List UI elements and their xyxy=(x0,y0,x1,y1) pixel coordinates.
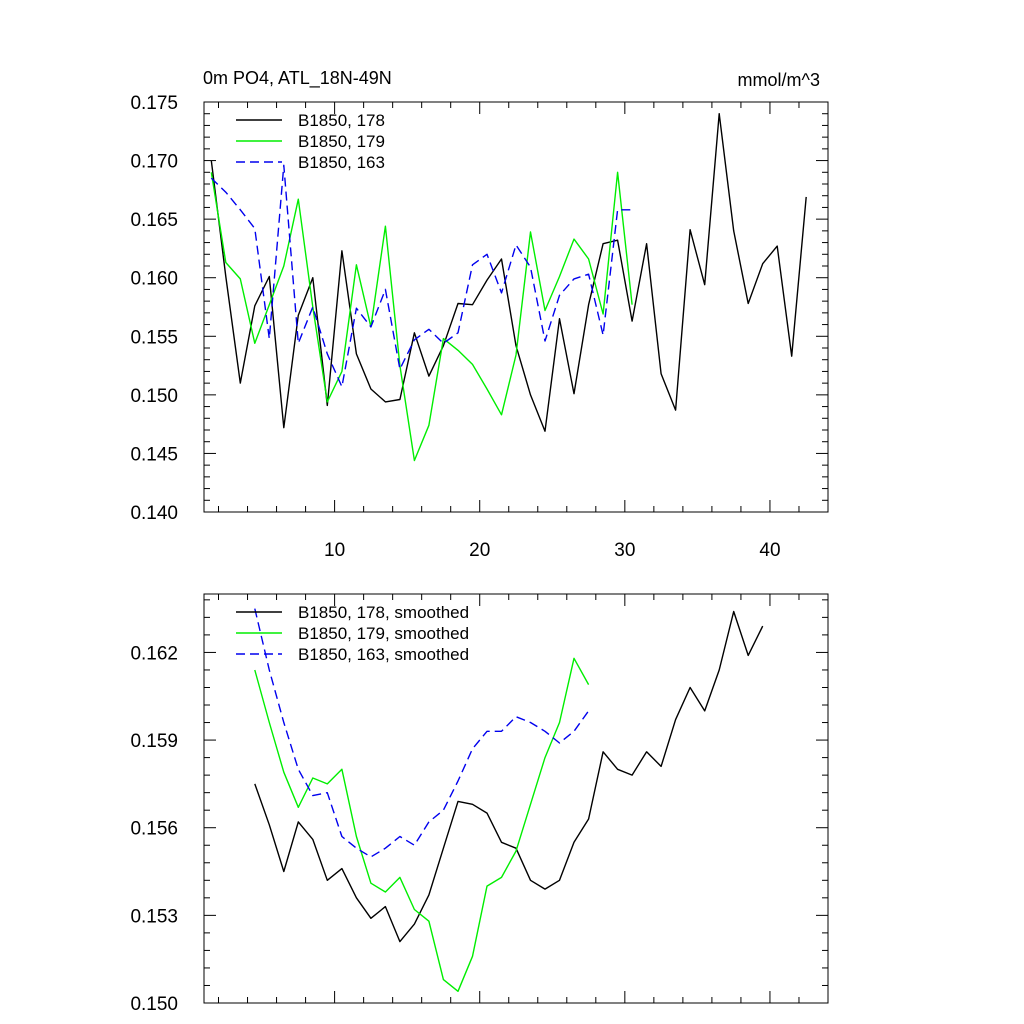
top-y-tick-label: 0.150 xyxy=(130,386,178,407)
bottom-series-line-1 xyxy=(254,610,764,943)
bottom-legend-label-2: B1850, 179, smoothed xyxy=(298,624,469,643)
bottom-legend-label-1: B1850, 178, smoothed xyxy=(298,603,469,622)
top-y-tick-label: 0.145 xyxy=(130,444,178,465)
bottom-y-tick-label: 0.162 xyxy=(130,643,178,664)
top-series-line-2 xyxy=(210,171,633,462)
bottom-panel: 0.150 0.153 0.156 0.159 0.162 B1850, 178, sm… xyxy=(130,593,829,1015)
top-y-tick-label: 0.175 xyxy=(130,93,178,114)
top-y-tick-label: 0.160 xyxy=(130,269,178,290)
bottom-plot-frame xyxy=(203,593,829,1004)
bottom-legend: B1850, 178, smoothed B1850, 179, smoothed… xyxy=(236,603,469,664)
bottom-series-line-2 xyxy=(254,657,590,992)
bottom-axis-ticks: 0.150 0.153 0.156 0.159 0.162 xyxy=(130,594,828,1015)
top-y-tick-label: 0.155 xyxy=(130,327,178,348)
bottom-y-tick-label: 0.153 xyxy=(130,906,178,927)
top-legend: B1850, 178 B1850, 179 B1850, 163 xyxy=(236,111,385,172)
top-chart-units: mmol/m^3 xyxy=(738,70,820,90)
top-y-tick-label: 0.170 xyxy=(130,152,178,173)
bottom-y-tick-label: 0.150 xyxy=(130,994,178,1015)
top-legend-label-3: B1850, 163 xyxy=(298,153,385,172)
bottom-y-tick-label: 0.159 xyxy=(130,731,178,752)
top-plot-frame xyxy=(203,101,829,513)
top-x-tick-label: 10 xyxy=(324,540,345,561)
bottom-series-lines xyxy=(254,608,764,992)
top-x-tick-label: 40 xyxy=(759,540,780,561)
top-x-tick-label: 30 xyxy=(614,540,635,561)
top-series-lines xyxy=(210,112,807,462)
top-axis-ticks: 10 20 30 40 0.140 0.145 0.150 0.155 0.160 0.165 0.… xyxy=(130,93,828,561)
top-legend-label-2: B1850, 179 xyxy=(298,132,385,151)
top-chart-title: 0m PO4, ATL_18N-49N xyxy=(203,68,392,89)
top-legend-label-1: B1850, 178 xyxy=(298,111,385,130)
bottom-legend-label-3: B1850, 163, smoothed xyxy=(298,645,469,664)
top-y-tick-label: 0.140 xyxy=(130,503,178,524)
top-y-tick-label: 0.165 xyxy=(130,210,178,231)
bottom-y-tick-label: 0.156 xyxy=(130,819,178,840)
top-panel: 0m PO4, ATL_18N-49N mmol/m^3 10 20 30 40 0.1… xyxy=(130,68,829,561)
bottom-series-line-3 xyxy=(254,608,590,858)
top-x-tick-label: 20 xyxy=(469,540,490,561)
top-series-line-3 xyxy=(210,164,633,388)
